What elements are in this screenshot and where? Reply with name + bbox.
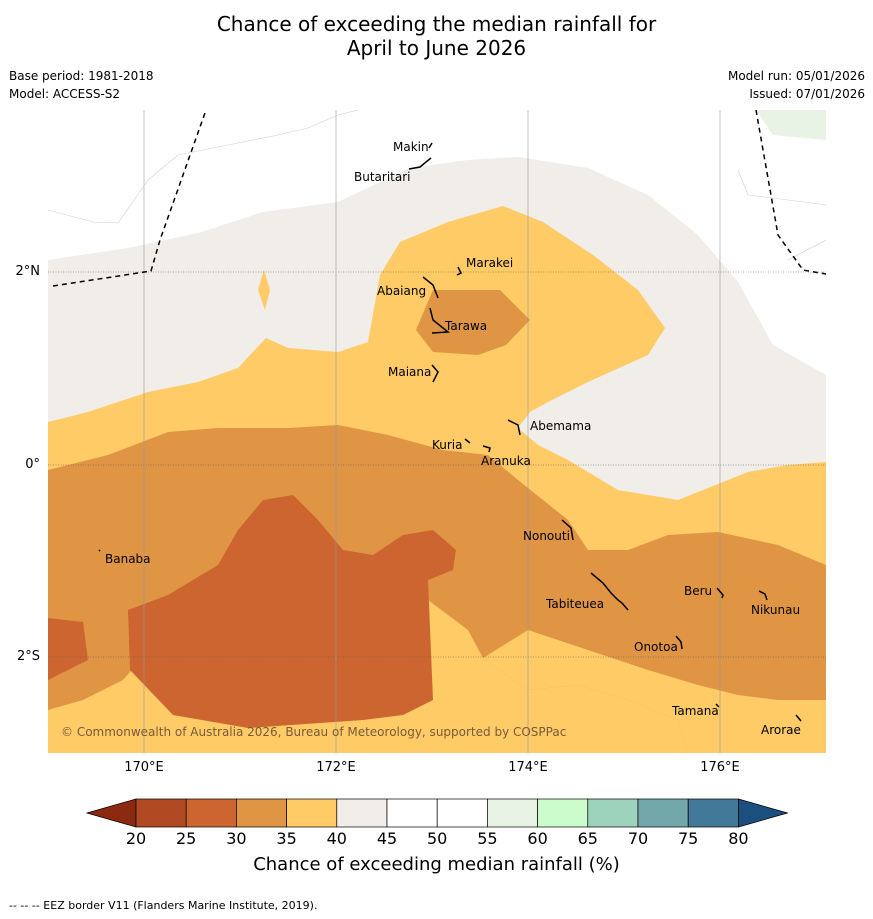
island-nikunau: [758, 590, 768, 601]
colorbar-cell-45-50: [386, 798, 438, 828]
title-line-1: Chance of exceeding the median rainfall …: [216, 12, 657, 36]
map-title: Chance of exceeding the median rainfall …: [0, 12, 873, 60]
grid: [48, 271, 826, 658]
colorbar-label-55: 55: [477, 829, 498, 848]
contour-ne: [737, 169, 826, 206]
label-tabiteuea: Tabiteuea: [545, 597, 604, 611]
colorbar-cell-65-70: [587, 798, 639, 828]
base-period: Base period: 1981-2018: [9, 69, 154, 83]
label-tarawa: Tarawa: [444, 319, 487, 333]
zone-35-40-sliver: [258, 270, 270, 310]
eez-borders: [52, 110, 826, 287]
colorbar-cell-75-80: [687, 798, 739, 828]
colorbar-title: Chance of exceeding median rainfall (%): [253, 854, 620, 875]
issued-date: Issued: 07/01/2026: [749, 87, 865, 101]
colorbar-label-45: 45: [376, 829, 398, 848]
colorbar-arrow-above-80: [738, 798, 788, 828]
copyright-notice: © Commonwealth of Australia 2026, Bureau…: [61, 725, 566, 739]
colorbar-arrow-below-20: [86, 798, 137, 828]
colorbar-label-80: 80: [728, 829, 749, 848]
label-kuria: Kuria: [432, 438, 463, 452]
island-butaritari: [408, 157, 432, 170]
label-marakei: Marakei: [466, 256, 513, 270]
label-maiana: Maiana: [388, 365, 431, 379]
model-run: Model run: 05/01/2026: [727, 69, 865, 83]
colorbar-label-35: 35: [276, 829, 297, 848]
island-aranuka: [482, 445, 491, 453]
colorbar-cell-25-30: [185, 798, 237, 828]
label-tamana: Tamana: [671, 704, 719, 718]
colorbar-cell-30-35: [236, 798, 287, 828]
colorbar-cell-70-75: [637, 798, 689, 828]
colorbar-label-60: 60: [527, 829, 548, 848]
colorbar-label-40: 40: [326, 829, 347, 848]
label-nikunau: Nikunau: [751, 603, 800, 617]
colorbar-label-70: 70: [627, 829, 649, 848]
label-abaiang: Abaiang: [377, 284, 426, 298]
island-kuria: [464, 438, 471, 444]
lon-label-176: 176°E: [700, 760, 740, 775]
island-arorae: [795, 714, 802, 722]
zone-35-40-pocket: [483, 630, 826, 753]
colorbar-label-30: 30: [226, 829, 247, 848]
zone-25-30-core: [128, 495, 456, 728]
island-abaiang: [422, 276, 439, 299]
label-abemama: Abemama: [530, 419, 591, 433]
colorbar-label-20: 20: [125, 829, 147, 848]
island-makin: [428, 142, 433, 149]
rainfall-map: Makin Butaritari Marakei Abaiang Tarawa …: [48, 110, 826, 753]
lon-label-172: 172°E: [316, 760, 356, 775]
colorbar-cell-55-60: [487, 798, 538, 828]
island-abemama: [507, 419, 521, 436]
islands: [98, 142, 802, 722]
label-aranuka: Aranuka: [481, 454, 531, 468]
island-banaba: [98, 549, 101, 552]
label-onotoa: Onotoa: [634, 640, 678, 654]
eez-border-east: [755, 110, 826, 275]
island-tabiteuea: [590, 572, 629, 611]
colorbar-label-50: 50: [427, 829, 448, 848]
island-maiana: [431, 364, 439, 383]
island-tamana: [715, 703, 720, 708]
colorbar-label-25: 25: [176, 829, 197, 848]
colorbar-cell-50-55: [436, 798, 488, 828]
colorbar-cell-35-40: [286, 798, 338, 828]
zone-55-60: [756, 110, 826, 140]
model-name: Model: ACCESS-S2: [9, 87, 121, 101]
title-line-2: April to June 2026: [346, 36, 527, 60]
island-marakei: [456, 266, 463, 276]
lon-label-170: 170°E: [124, 760, 164, 775]
colorbar-cell-20-25: [135, 798, 187, 828]
zone-30-35-tarawa: [416, 290, 530, 355]
meta-left: Base period: 1981-2018 Model: ACCESS-S2: [9, 67, 154, 103]
grid-lon: [143, 110, 721, 753]
meta-right: Model run: 05/01/2026 Issued: 07/01/2026: [728, 67, 865, 103]
lat-label-2n: 2°N: [15, 264, 41, 279]
colorbar-cell-60-65: [537, 798, 589, 828]
lon-label-174: 174°E: [508, 760, 548, 775]
label-arorae: Arorae: [761, 723, 801, 737]
label-banaba: Banaba: [105, 552, 151, 566]
island-onotoa: [675, 635, 683, 650]
colorbar-label-65: 65: [577, 829, 598, 848]
contour-nw: [48, 110, 359, 224]
lat-label-2s: 2°S: [16, 649, 40, 664]
label-nonouti: Nonouti: [523, 529, 570, 543]
label-butaritari: Butaritari: [354, 170, 411, 184]
island-tarawa: [429, 307, 450, 334]
eez-border-west: [52, 110, 207, 287]
label-beru: Beru: [684, 584, 712, 598]
lat-label-0: 0°: [25, 457, 40, 472]
eez-footnote: -- -- -- EEZ border V11 (Flanders Marine…: [9, 899, 318, 912]
zone-25-30-west: [48, 618, 88, 680]
island-nonouti: [561, 519, 574, 541]
island-beru: [716, 587, 724, 599]
colorbar: [86, 798, 788, 828]
colorbar-label-75: 75: [678, 829, 699, 848]
label-makin: Makin: [393, 140, 429, 154]
colorbar-cell-40-45: [336, 798, 388, 828]
